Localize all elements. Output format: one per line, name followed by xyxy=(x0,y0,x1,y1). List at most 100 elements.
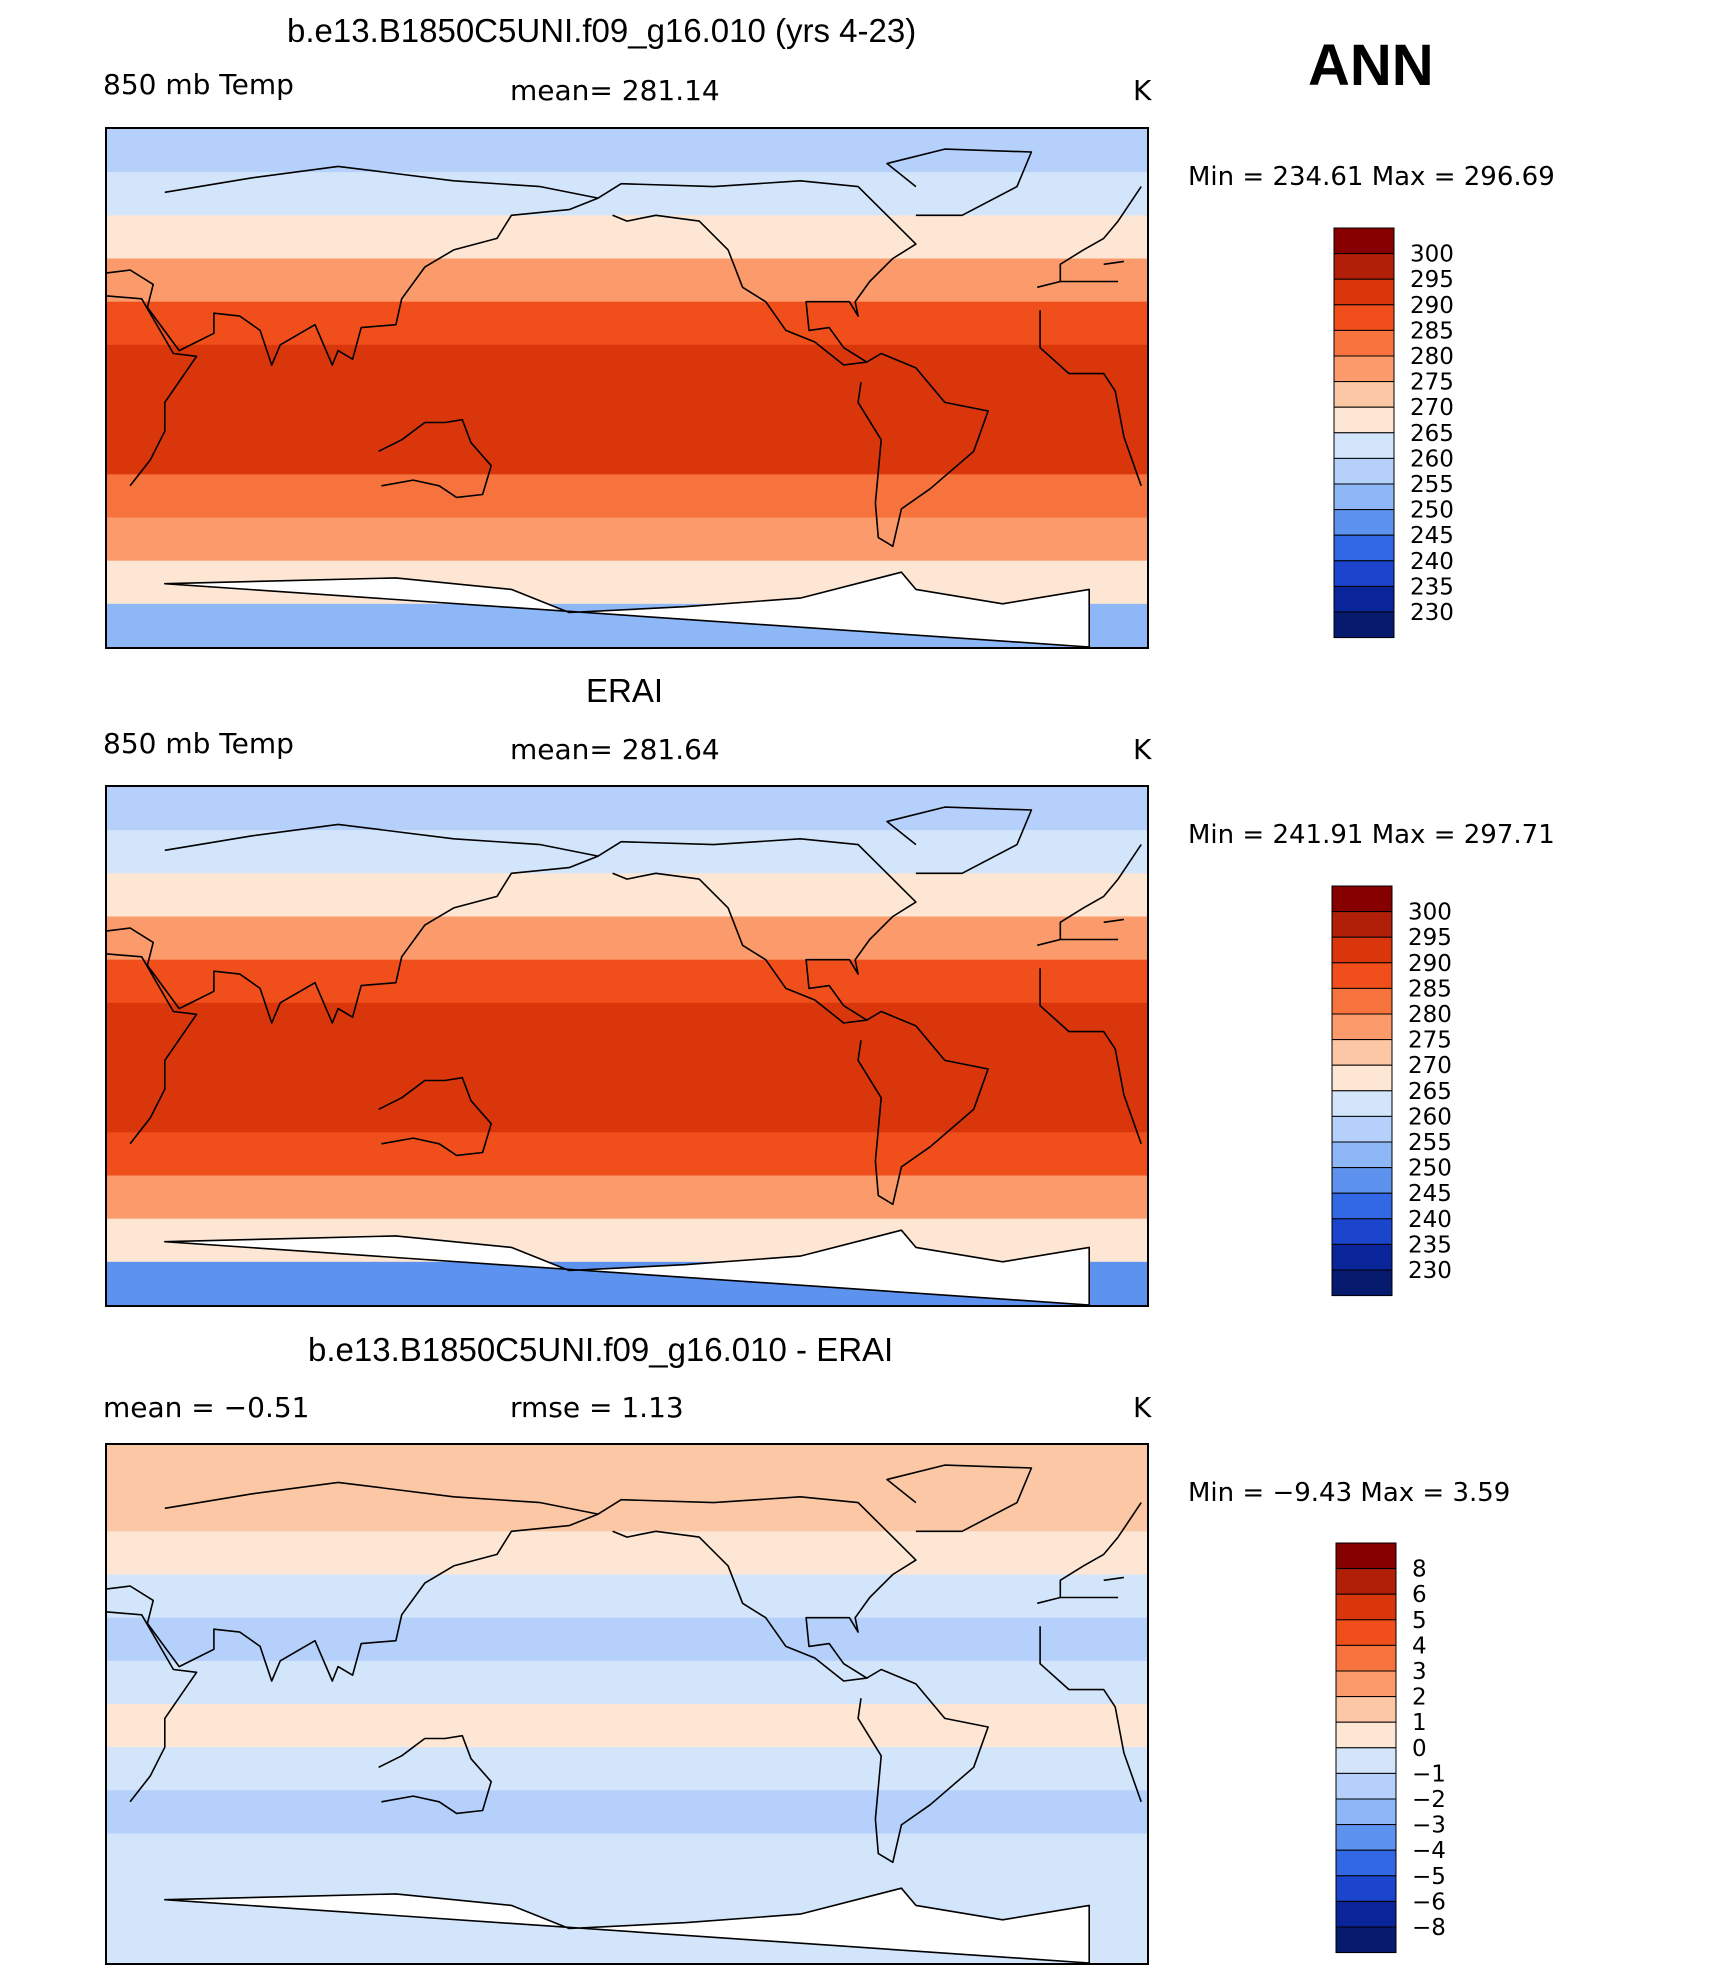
panel-2-minmax: Min = 241.91 Max = 297.71 xyxy=(1188,820,1555,850)
map-3-band-lat--15 xyxy=(107,1747,1147,1792)
colorbar-2-box-5 xyxy=(1331,1013,1393,1041)
colorbar-3-label-14: −8 xyxy=(1412,1915,1446,1941)
colorbar-1-label-11: 245 xyxy=(1410,523,1454,549)
colorbar-1-box-8 xyxy=(1333,432,1395,459)
colorbar-1-box-4 xyxy=(1333,329,1395,357)
colorbar-3-box-13 xyxy=(1335,1875,1397,1902)
colorbar-2-label-8: 260 xyxy=(1408,1104,1452,1130)
map-1-band-lat--30 xyxy=(107,474,1147,519)
colorbar-3-label-12: −5 xyxy=(1412,1864,1446,1890)
colorbar-3-box-9 xyxy=(1335,1772,1397,1800)
map-3-coast-north-america-0 xyxy=(597,1495,917,1682)
colorbar-3-box-0 xyxy=(1335,1542,1397,1570)
map-3-coast-south-america-0 xyxy=(857,1668,989,1864)
colorbar-3-label-13: −6 xyxy=(1412,1889,1446,1915)
colorbar-1-label-14: 230 xyxy=(1410,600,1454,626)
map-1-band-lat-60 xyxy=(107,215,1147,260)
panel-3-colorbar: 8 6 5 4 3 2 1 0 −1 −2 −3 −4 −5 −6 −8 xyxy=(1335,1542,1476,1959)
colorbar-3-label-7: 0 xyxy=(1412,1736,1427,1762)
colorbar-2-label-5: 275 xyxy=(1408,1028,1452,1054)
colorbar-1-label-7: 265 xyxy=(1410,421,1454,447)
season-label: ANN xyxy=(1308,33,1434,98)
map-3-band-lat-15 xyxy=(107,1660,1147,1705)
map-1-coast-australia-0 xyxy=(378,418,493,499)
colorbar-2-box-15 xyxy=(1331,1269,1393,1297)
panel-1-mean-label: mean= 281.14 xyxy=(510,74,720,107)
map-3-coast-africa-2 xyxy=(1039,1626,1142,1803)
colorbar-3-label-10: −3 xyxy=(1412,1813,1446,1839)
map-1-coast-europe-asia-0 xyxy=(1059,186,1142,282)
map-2-coast-australia-0 xyxy=(378,1076,493,1157)
map-1-band-lat-45 xyxy=(107,258,1147,303)
colorbar-1-box-6 xyxy=(1333,381,1395,408)
colorbar-3-label-11: −4 xyxy=(1412,1838,1446,1864)
map-2-band-lat-75 xyxy=(107,830,1147,875)
colorbar-2-box-8 xyxy=(1331,1090,1393,1117)
colorbar-1-label-1: 295 xyxy=(1410,267,1454,293)
panel-3-minmax: Min = −9.43 Max = 3.59 xyxy=(1188,1478,1511,1508)
colorbar-2-label-1: 295 xyxy=(1408,925,1452,951)
panel-2-field-label: 850 mb Temp xyxy=(103,727,294,760)
colorbar-3-label-8: −1 xyxy=(1412,1761,1446,1787)
colorbar-3-box-15 xyxy=(1335,1926,1397,1954)
colorbar-3-label-4: 3 xyxy=(1412,1659,1427,1685)
colorbar-2-box-11 xyxy=(1331,1167,1393,1194)
panel-1-field-label: 850 mb Temp xyxy=(103,68,294,101)
colorbar-1-label-12: 240 xyxy=(1410,549,1454,575)
map-1-coast-greenland-0 xyxy=(886,148,1033,217)
colorbar-1-box-11 xyxy=(1333,509,1395,536)
colorbar-3-box-3 xyxy=(1335,1619,1397,1646)
colorbar-3-box-8 xyxy=(1335,1747,1397,1774)
colorbar-1-label-13: 235 xyxy=(1410,574,1454,600)
colorbar-2-box-10 xyxy=(1331,1141,1393,1169)
colorbar-3-label-2: 5 xyxy=(1412,1608,1427,1634)
map-3-band-lat-60 xyxy=(107,1531,1147,1576)
map-2-coast-europe-asia-1 xyxy=(107,823,599,1024)
map-3-band-lat-90 xyxy=(107,1445,1147,1490)
map-3-band-lat--30 xyxy=(107,1790,1147,1835)
map-1-coast-antarctica-1 xyxy=(163,571,1091,647)
colorbar-2-box-9 xyxy=(1331,1115,1393,1143)
colorbar-2-label-10: 250 xyxy=(1408,1156,1452,1182)
colorbar-2-box-4 xyxy=(1331,987,1393,1015)
colorbar-2-label-2: 290 xyxy=(1408,951,1452,977)
map-1-band-lat--15 xyxy=(107,431,1147,476)
colorbar-3-box-10 xyxy=(1335,1798,1397,1826)
map-1-coast-north-america-0 xyxy=(597,179,917,366)
colorbar-2-label-9: 255 xyxy=(1408,1130,1452,1156)
colorbar-1-box-7 xyxy=(1333,406,1395,434)
map-1-band-lat-30 xyxy=(107,301,1147,346)
colorbar-3-box-4 xyxy=(1335,1644,1397,1672)
colorbar-3-label-6: 1 xyxy=(1412,1710,1427,1736)
colorbar-2-box-14 xyxy=(1331,1243,1393,1271)
map-1-band-lat-15 xyxy=(107,344,1147,389)
map-2-band-lat-30 xyxy=(107,959,1147,1004)
colorbar-1-box-15 xyxy=(1333,611,1395,639)
map-2-coast-europe-asia-2 xyxy=(1103,918,1125,924)
colorbar-2-box-3 xyxy=(1331,962,1393,989)
colorbar-3-label-5: 2 xyxy=(1412,1685,1427,1711)
panel-1-colorbar: 300 295 290 285 280 275 270 265 260 255 250 245 240 2… xyxy=(1333,227,1474,644)
panel-3-rmse-label: rmse = 1.13 xyxy=(510,1391,684,1424)
colorbar-2-box-7 xyxy=(1331,1064,1393,1092)
colorbar-1-label-5: 275 xyxy=(1410,370,1454,396)
map-1-band-lat--45 xyxy=(107,517,1147,562)
colorbar-3-box-11 xyxy=(1335,1824,1397,1851)
map-2-coast-greenland-0 xyxy=(886,806,1033,875)
map-3-coast-europe-asia-2 xyxy=(1103,1576,1125,1582)
colorbar-3-box-12 xyxy=(1335,1849,1397,1877)
colorbar-1-box-14 xyxy=(1333,585,1395,613)
colorbar-1-box-9 xyxy=(1333,457,1395,485)
colorbar-2-label-0: 300 xyxy=(1408,900,1452,926)
map-3-coast-australia-0 xyxy=(378,1734,493,1815)
map-1-band-lat-0 xyxy=(107,388,1147,433)
colorbar-1-label-6: 270 xyxy=(1410,395,1454,421)
colorbar-2-box-12 xyxy=(1331,1192,1393,1220)
colorbar-3-box-5 xyxy=(1335,1670,1397,1698)
map-2-band-lat--30 xyxy=(107,1132,1147,1177)
colorbar-1-box-12 xyxy=(1333,534,1395,562)
colorbar-3-box-2 xyxy=(1335,1593,1397,1621)
map-1-band-lat-90 xyxy=(107,129,1147,174)
map-1-coast-africa-2 xyxy=(1039,310,1142,487)
panel-1-units-label: K xyxy=(1133,74,1152,107)
